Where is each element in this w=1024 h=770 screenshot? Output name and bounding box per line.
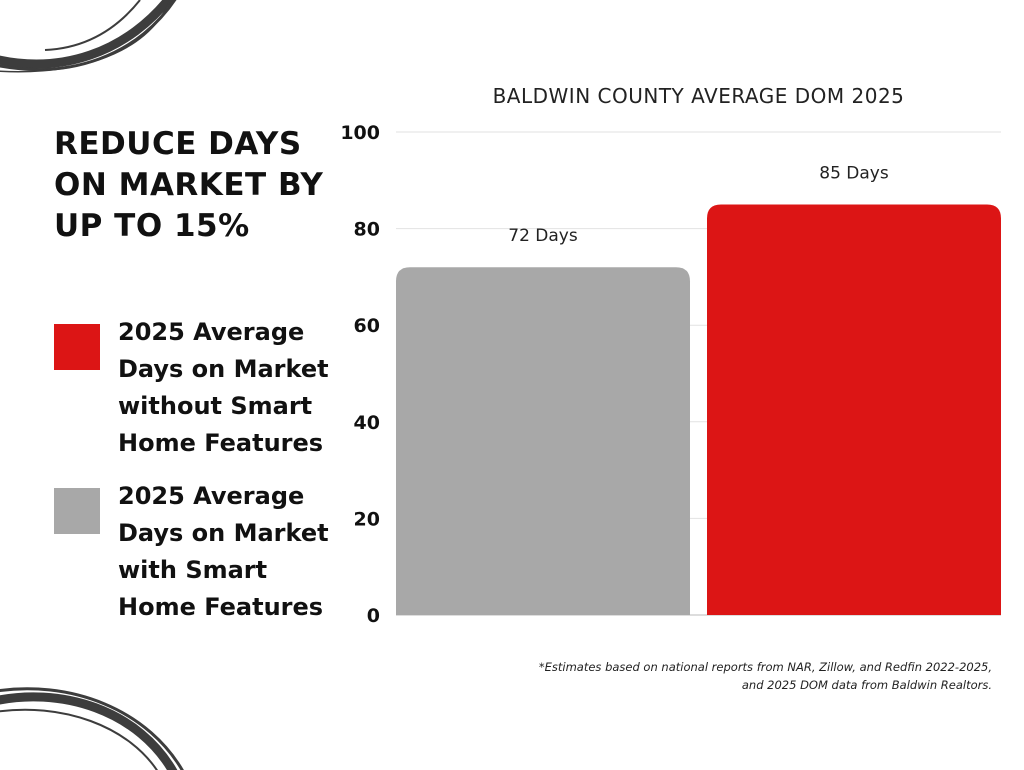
y-tick-label: 60 bbox=[354, 315, 380, 337]
y-tick-label: 20 bbox=[354, 508, 380, 530]
y-tick-label: 40 bbox=[354, 412, 380, 434]
legend-swatch-gray bbox=[54, 488, 100, 534]
bar-data-label: 72 Days bbox=[508, 226, 578, 246]
bar bbox=[396, 267, 690, 615]
legend-swatch-red bbox=[54, 324, 100, 370]
chart-title: BALDWIN COUNTY AVERAGE DOM 2025 bbox=[492, 84, 905, 108]
y-tick-label: 0 bbox=[367, 605, 380, 627]
legend-item-with-smart-home: 2025 Average Days on Market with Smart H… bbox=[54, 482, 329, 621]
decorative-brush-swirl-top bbox=[0, 0, 177, 73]
legend-label: 2025 Average Days on Market with Smart H… bbox=[118, 482, 329, 621]
decorative-brush-swirl-bottom bbox=[0, 687, 184, 770]
bar bbox=[707, 204, 1001, 615]
legend-label: 2025 Average Days on Market without Smar… bbox=[118, 318, 329, 457]
footnote: *Estimates based on national reports fro… bbox=[538, 660, 992, 692]
y-tick-label: 100 bbox=[340, 122, 380, 144]
y-tick-label: 80 bbox=[354, 219, 380, 241]
legend-item-without-smart-home: 2025 Average Days on Market without Smar… bbox=[54, 318, 329, 457]
bar-data-label: 85 Days bbox=[819, 163, 889, 183]
headline: REDUCE DAYS ON MARKET BY UP TO 15% bbox=[54, 126, 324, 244]
